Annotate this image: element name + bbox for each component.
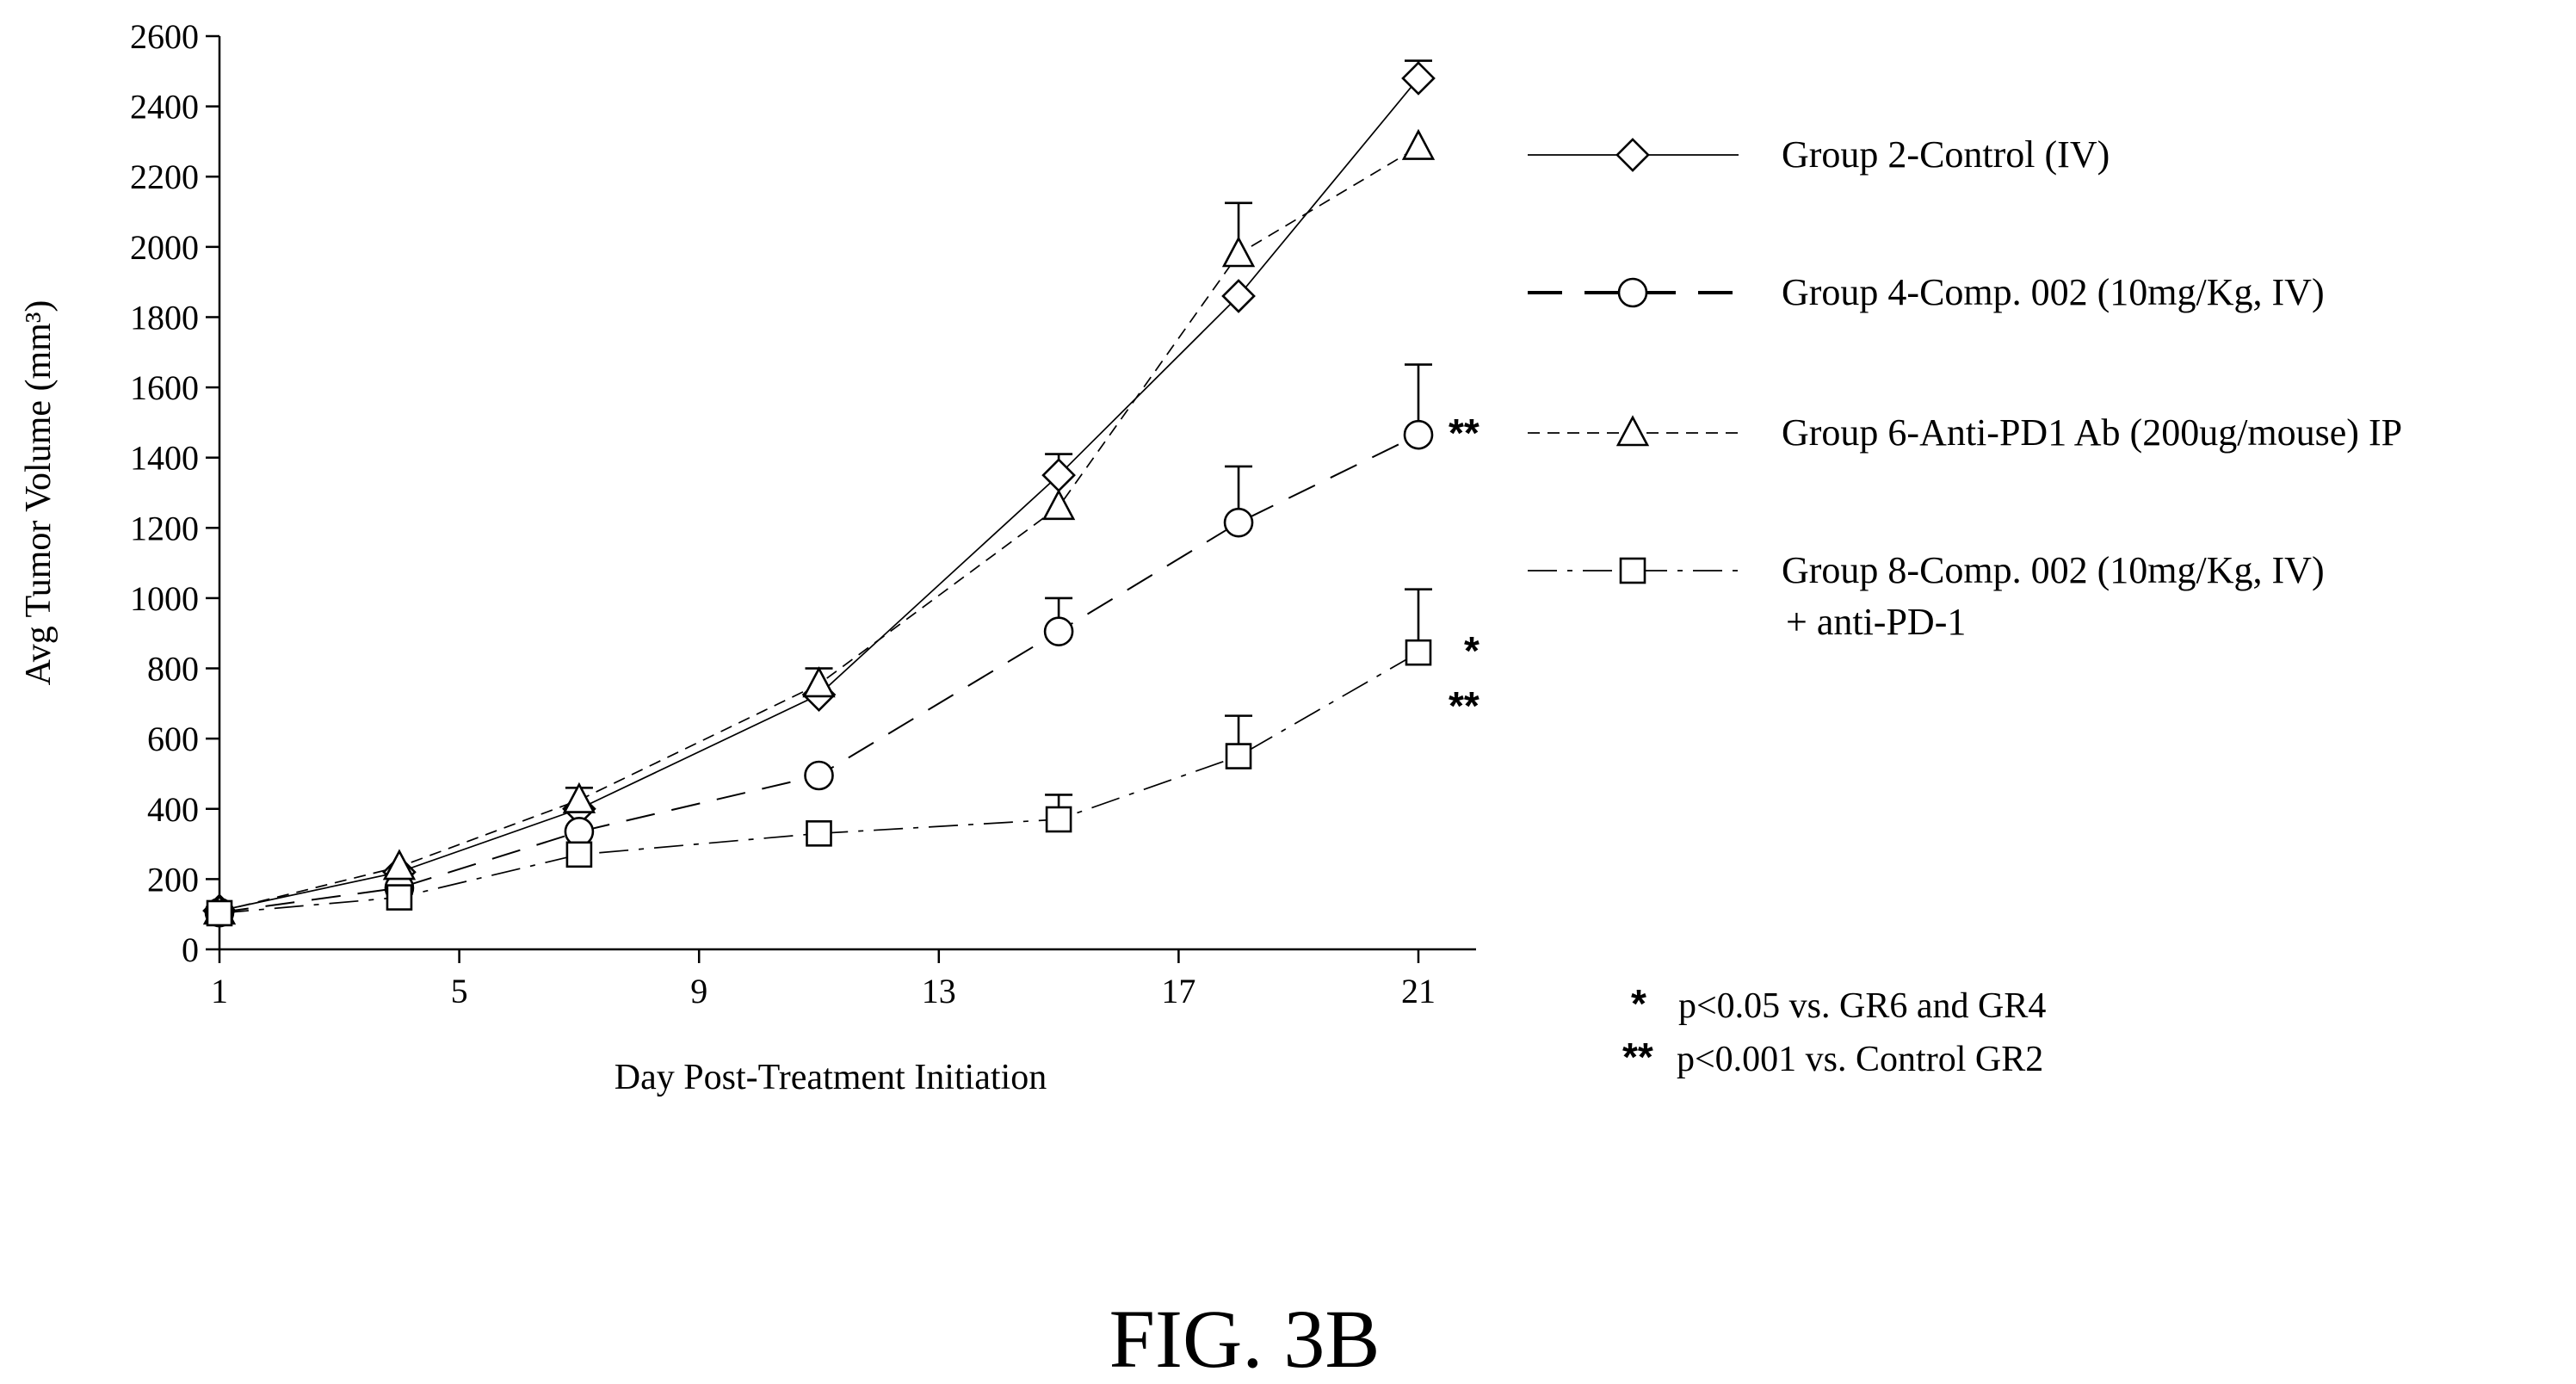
y-tick-label: 2200: [130, 158, 199, 196]
data-point: [1223, 507, 1254, 538]
data-point: [1401, 128, 1436, 160]
x-tick-label: 17: [1161, 972, 1195, 1010]
y-tick-label: 800: [147, 650, 199, 689]
x-tick-label: 21: [1401, 972, 1436, 1010]
data-point: [1401, 61, 1436, 96]
data-point: [386, 884, 413, 911]
legend-marker: [1619, 557, 1646, 584]
data-point: [562, 782, 596, 813]
x-tick-label: 1: [211, 972, 228, 1010]
footnote-text: p<0.001 vs. Control GR2: [1677, 1040, 2043, 1079]
data-point: [1403, 419, 1434, 450]
data-point: [1221, 236, 1256, 268]
data-point: [802, 666, 836, 698]
footnotes: * p<0.05 vs. GR6 and GR4 ** p<0.001 vs. Con…: [1622, 981, 2046, 1079]
significance-mark: **: [1449, 683, 1480, 728]
data-point: [1221, 279, 1256, 313]
data-point: [1043, 616, 1074, 646]
footnote-symbol: **: [1622, 1035, 1653, 1079]
legend-marker: [1617, 277, 1648, 308]
y-tick-label: 1200: [130, 509, 199, 547]
data-point: [806, 820, 832, 847]
series-4: [206, 588, 1432, 927]
data-point: [564, 816, 595, 847]
significance-mark: **: [1449, 411, 1480, 455]
annotations: *****: [1449, 411, 1480, 728]
y-tick-label: 2600: [130, 17, 199, 56]
y-tick-label: 0: [182, 930, 199, 969]
y-tick-label: 2400: [130, 88, 199, 127]
x-tick-label: 9: [690, 972, 707, 1010]
footnote-text: p<0.05 vs. GR6 and GR4: [1678, 986, 2046, 1026]
series-3: [202, 128, 1436, 925]
legend-label: Group 6-Anti-PD1 Ab (200ug/mouse) IP: [1782, 411, 2402, 454]
y-tick-label: 2000: [130, 228, 199, 267]
legend: Group 2-Control (IV) Group 4-Comp. 002 (1…: [1528, 133, 2402, 643]
footnote-symbol: *: [1631, 981, 1646, 1026]
data-point: [382, 849, 417, 880]
data-point: [1045, 806, 1072, 833]
legend-label: Group 8-Comp. 002 (10mg/Kg, IV): [1782, 549, 2325, 591]
figure-label: FIG. 3B: [1109, 1293, 1381, 1380]
x-axis-title: Day Post-Treatment Initiation: [615, 1058, 1047, 1097]
legend-marker: [1615, 415, 1650, 447]
y-axis-title: Avg Tumor Volume (mm³): [19, 300, 59, 686]
series-layer: [202, 59, 1436, 928]
data-point: [804, 760, 834, 791]
x-tick-label: 5: [451, 972, 468, 1010]
data-point: [1405, 639, 1432, 666]
significance-mark: *: [1464, 628, 1480, 673]
data-point: [1225, 743, 1252, 769]
data-point: [1041, 489, 1076, 521]
y-tick-label: 1600: [130, 368, 199, 407]
y-tick-label: 600: [147, 720, 199, 758]
legend-label: Group 2-Control (IV): [1782, 133, 2110, 176]
y-tick-label: 400: [147, 790, 199, 829]
data-point: [565, 841, 593, 868]
y-tick-label: 200: [147, 860, 199, 899]
series-1: [202, 59, 1436, 928]
data-point: [206, 899, 233, 927]
x-tick-label: 13: [922, 972, 956, 1010]
legend-marker: [1615, 138, 1650, 172]
legend-label-line2: + anti-PD-1: [1786, 601, 1966, 643]
legend-label: Group 4-Comp. 002 (10mg/Kg, IV): [1782, 271, 2325, 313]
y-tick-label: 1000: [130, 579, 199, 618]
axes: 0 200 400 600 800 1000 1200 1400 1600 1800 2000 220…: [19, 17, 1476, 1097]
y-tick-label: 1800: [130, 298, 199, 337]
y-tick-label: 1400: [130, 439, 199, 478]
